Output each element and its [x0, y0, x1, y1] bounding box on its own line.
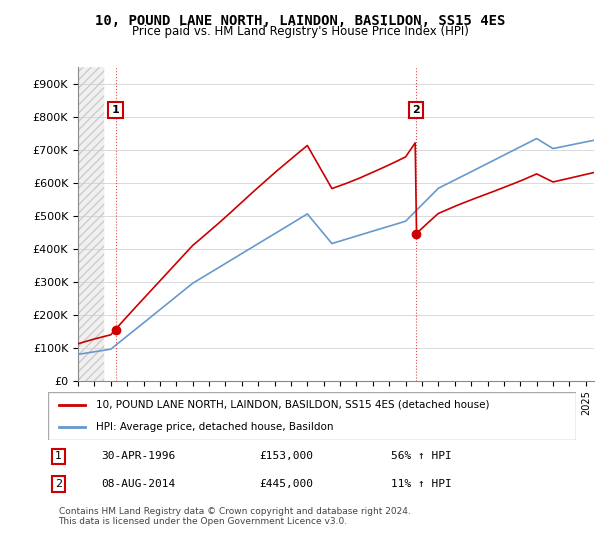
- Text: 11% ↑ HPI: 11% ↑ HPI: [391, 479, 452, 489]
- Text: £153,000: £153,000: [259, 451, 313, 461]
- Text: 30-APR-1996: 30-APR-1996: [101, 451, 175, 461]
- Text: 1: 1: [112, 105, 119, 115]
- Text: 56% ↑ HPI: 56% ↑ HPI: [391, 451, 452, 461]
- Text: Contains HM Land Registry data © Crown copyright and database right 2024.
This d: Contains HM Land Registry data © Crown c…: [59, 507, 410, 526]
- Text: £445,000: £445,000: [259, 479, 313, 489]
- Text: Price paid vs. HM Land Registry's House Price Index (HPI): Price paid vs. HM Land Registry's House …: [131, 25, 469, 38]
- Text: HPI: Average price, detached house, Basildon: HPI: Average price, detached house, Basi…: [95, 422, 333, 432]
- Text: 10, POUND LANE NORTH, LAINDON, BASILDON, SS15 4ES (detached house): 10, POUND LANE NORTH, LAINDON, BASILDON,…: [95, 400, 489, 410]
- Text: 2: 2: [55, 479, 62, 489]
- FancyBboxPatch shape: [48, 392, 576, 440]
- Text: 1: 1: [55, 451, 62, 461]
- Text: 10, POUND LANE NORTH, LAINDON, BASILDON, SS15 4ES: 10, POUND LANE NORTH, LAINDON, BASILDON,…: [95, 14, 505, 28]
- Text: 2: 2: [412, 105, 420, 115]
- FancyBboxPatch shape: [73, 67, 104, 381]
- Text: 08-AUG-2014: 08-AUG-2014: [101, 479, 175, 489]
